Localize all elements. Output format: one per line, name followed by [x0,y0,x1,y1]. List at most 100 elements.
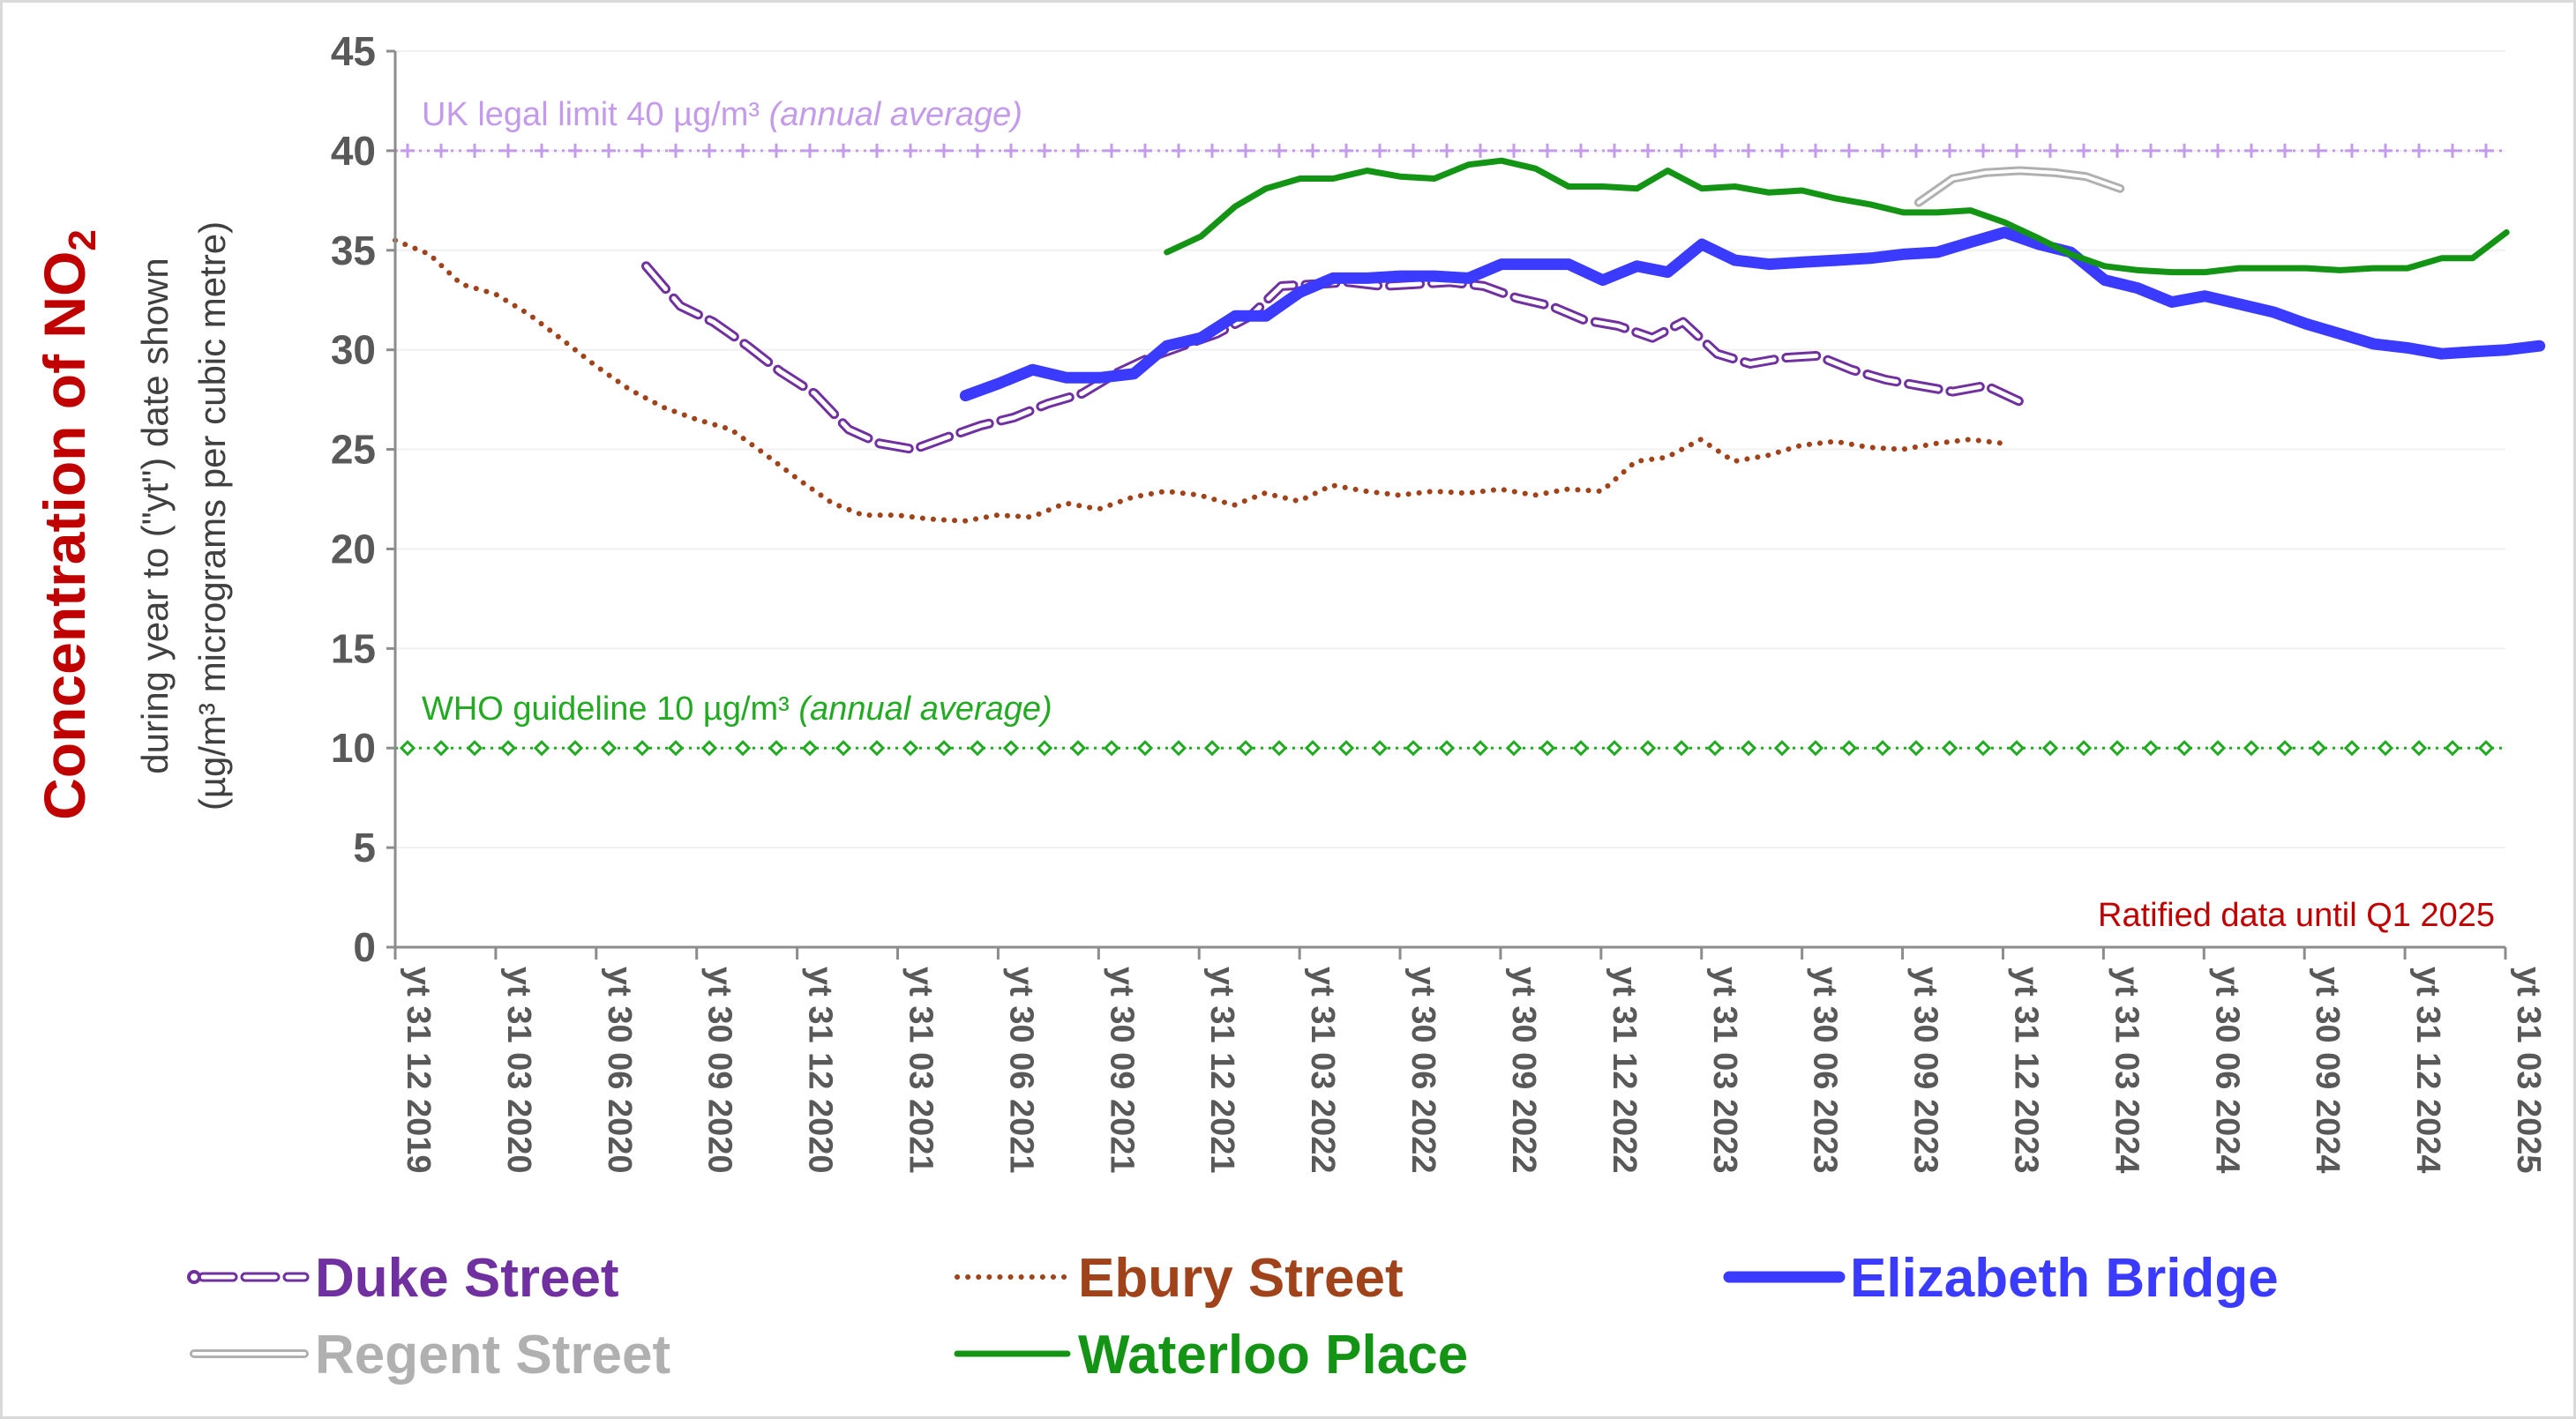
x-tick-label: yt 30 06 2023 [1807,967,1844,1174]
plus-marker [736,143,750,158]
diamond-marker [1572,740,1590,757]
ratified-data-note: Ratified data until Q1 2025 [2098,897,2495,934]
plus-marker [870,143,884,158]
plus-marker [2211,143,2225,158]
y-axis-subtitle-1: during year to ("yt") date shown [134,258,176,773]
series-lines [393,157,2546,524]
diamond-marker [1237,740,1254,757]
diamond-marker [2243,740,2260,757]
diamond-marker [1337,740,1355,757]
plus-marker [1976,143,1990,158]
diamond-marker [1270,740,1288,757]
diamond-marker [2008,740,2026,757]
uk-limit-label: UK legal limit 40 µg/m³ (annual average) [422,96,1022,133]
diamond-marker [1606,740,1623,757]
plus-marker [937,143,951,158]
diamond-marker [1404,740,1422,757]
plus-marker [635,143,649,158]
plus-marker [535,143,549,158]
plus-marker [903,143,917,158]
plus-marker [1105,143,1119,158]
x-tick-labels: yt 31 12 2019 yt 31 03 2020 yt 30 06 2020 y… [400,967,2547,1174]
diamond-marker [1941,740,1958,757]
plus-marker [702,143,716,158]
plus-marker [803,143,817,158]
y-axis-subtitle-2: (µg/m³ micrograms per cubic metre) [191,221,233,810]
y-tick-label: 30 [331,327,376,373]
diamond-marker [2209,740,2227,757]
y-tick-label: 5 [353,825,376,870]
diamond-marker [432,740,450,757]
diamond-marker [1170,740,1187,757]
diamond-marker [1304,740,1322,757]
x-tick-label: yt 31 03 2024 [2108,967,2145,1174]
diamond-marker [768,740,785,757]
plus-marker [1205,143,1219,158]
diamond-marker [2041,740,2059,757]
plus-marker [2412,143,2426,158]
diamond-marker [1002,740,1020,757]
x-tick-label: yt 30 09 2023 [1907,967,1944,1174]
diamond-marker [734,740,752,757]
who-guideline-line [395,740,2505,757]
diamond-marker [2276,740,2294,757]
diamond-marker [399,740,416,757]
plus-marker [1272,143,1286,158]
legend-label: Waterloo Place [1078,1325,1468,1385]
plus-marker [1842,143,1856,158]
series-regent-street [1913,166,2125,207]
diamond-marker [1539,740,1556,757]
plus-marker [1574,143,1588,158]
x-tick-label: yt 30 09 2020 [701,967,738,1174]
x-tick-label: yt 31 03 2025 [2510,967,2547,1174]
y-tick-label: 15 [331,625,376,671]
diamond-marker [1203,740,1221,757]
x-tick-label: yt 31 03 2021 [902,967,940,1174]
legend-item-ebury-street: Ebury Street [955,1248,1404,1309]
x-tick-label: yt 31 12 2019 [400,967,437,1174]
diamond-marker [2477,740,2495,757]
plus-marker [1306,143,1320,158]
diamond-marker [1069,740,1087,757]
plus-marker [1507,143,1521,158]
diamond-marker [1840,740,1858,757]
legend-item-waterloo-place: Waterloo Place [954,1325,1468,1385]
who-guideline-label: WHO guideline 10 µg/m³ (annual average) [422,691,1052,728]
plus-marker [401,143,415,158]
diamond-marker [1773,740,1791,757]
series-line-inner [1916,168,2123,205]
plus-marker [2445,143,2460,158]
x-tick-label: yt 31 12 2022 [1606,967,1643,1174]
diamond-marker [1036,740,1053,757]
x-tick-label: yt 30 06 2021 [1002,967,1039,1174]
diamond-marker [600,740,618,757]
x-tick-label: yt 30 06 2024 [2208,967,2245,1174]
diamond-marker [1706,740,1724,757]
legend-item-elizabeth-bridge: Elizabeth Bridge [1723,1248,2279,1309]
legend: Duke Street Ebury Street Elizabeth Bridge R… [187,1248,2279,1385]
plus-marker [669,143,683,158]
x-tick-label: yt 31 03 2020 [500,967,537,1174]
diamond-marker [868,740,886,757]
uk-limit-line [395,143,2505,158]
diamond-marker [2410,740,2428,757]
diamond-marker [1136,740,1154,757]
plus-marker [1909,143,1923,158]
y-tick-label: 0 [353,924,376,970]
plus-marker [1876,143,1890,158]
y-tick-label: 45 [331,28,376,74]
x-tick-label: yt 30 09 2024 [2309,967,2346,1174]
y-tick-labels: 0 5 10 15 20 25 30 35 40 45 [331,28,376,970]
diamond-marker [1907,740,1925,757]
plus-marker [1440,143,1454,158]
x-tick-label: yt 30 06 2020 [601,967,638,1174]
x-tick-label: yt 31 12 2024 [2409,967,2446,1174]
diamond-marker [969,740,986,757]
plus-marker [2177,143,2191,158]
diamond-marker [902,740,919,757]
x-tick-label: yt 31 12 2023 [2007,967,2044,1174]
diamond-marker [2444,740,2461,757]
diamond-marker [700,740,718,757]
legend-label: Ebury Street [1078,1248,1404,1309]
plus-marker [2010,143,2024,158]
